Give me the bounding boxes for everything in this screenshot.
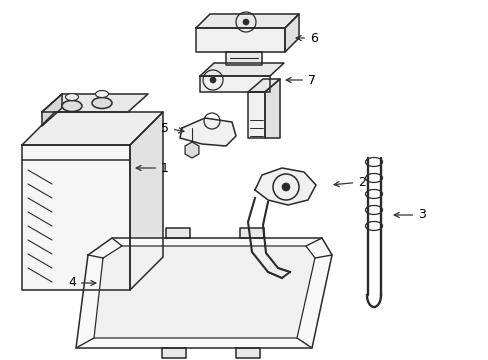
Text: 4: 4: [68, 276, 96, 289]
Polygon shape: [130, 112, 163, 290]
Polygon shape: [42, 94, 62, 126]
Text: 2: 2: [333, 175, 365, 189]
Ellipse shape: [65, 94, 79, 100]
Text: 3: 3: [393, 208, 425, 221]
Polygon shape: [42, 94, 148, 112]
Polygon shape: [240, 228, 264, 238]
Polygon shape: [247, 92, 264, 138]
Ellipse shape: [62, 100, 82, 112]
Text: 5: 5: [161, 122, 183, 135]
Polygon shape: [162, 348, 185, 358]
Ellipse shape: [92, 98, 112, 108]
Polygon shape: [76, 238, 331, 348]
Text: 6: 6: [296, 31, 317, 45]
Circle shape: [243, 19, 248, 25]
Polygon shape: [94, 246, 314, 338]
Polygon shape: [285, 14, 298, 52]
Polygon shape: [165, 228, 190, 238]
Polygon shape: [180, 118, 236, 146]
Text: 7: 7: [285, 73, 315, 86]
Polygon shape: [254, 168, 315, 205]
Polygon shape: [200, 76, 269, 92]
Text: 1: 1: [136, 162, 168, 175]
Circle shape: [282, 183, 289, 191]
Polygon shape: [200, 63, 284, 76]
Ellipse shape: [95, 90, 108, 98]
Polygon shape: [264, 79, 280, 138]
Polygon shape: [22, 112, 163, 145]
Polygon shape: [247, 79, 280, 92]
Polygon shape: [236, 348, 260, 358]
Polygon shape: [225, 52, 262, 65]
Circle shape: [209, 77, 216, 83]
Polygon shape: [22, 145, 130, 290]
Polygon shape: [196, 28, 285, 52]
Polygon shape: [196, 14, 298, 28]
